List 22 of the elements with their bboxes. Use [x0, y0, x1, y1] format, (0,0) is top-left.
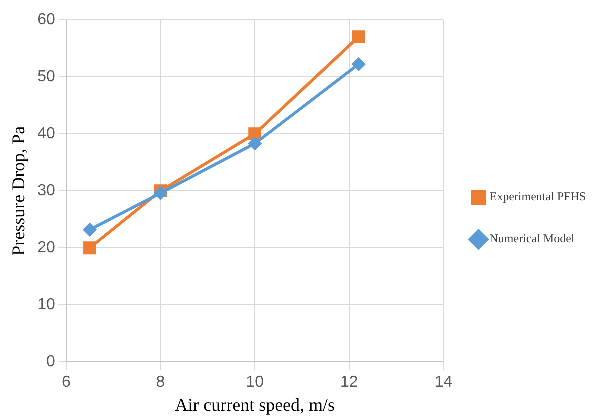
y-tick-label: 40 — [38, 125, 56, 142]
point — [84, 242, 96, 255]
legend-label: Experimental PFHS — [490, 190, 586, 204]
y-tick-label: 30 — [38, 182, 56, 200]
y-tick-label: 50 — [38, 68, 56, 86]
point — [352, 58, 366, 71]
point — [352, 30, 366, 44]
x-tick-label: 14 — [434, 374, 453, 392]
x-tick-label: 12 — [340, 374, 358, 392]
y-tick-label: 0 — [46, 354, 56, 371]
point — [248, 137, 262, 150]
y-tick-label: 20 — [38, 240, 56, 257]
y-axis-title: Pressure Drop, Pa — [8, 126, 29, 256]
point — [248, 128, 262, 141]
x-tick-label: 10 — [246, 374, 264, 392]
y-tick-label: 60 — [38, 11, 56, 28]
y-tick-label: 10 — [38, 296, 56, 314]
x-tick-label: 6 — [62, 374, 71, 392]
x-axis-title: Air current speed, m/s — [175, 394, 336, 415]
legend-label: Numerical Model — [490, 232, 576, 246]
x-tick-label: 8 — [156, 374, 166, 392]
point — [83, 223, 96, 236]
